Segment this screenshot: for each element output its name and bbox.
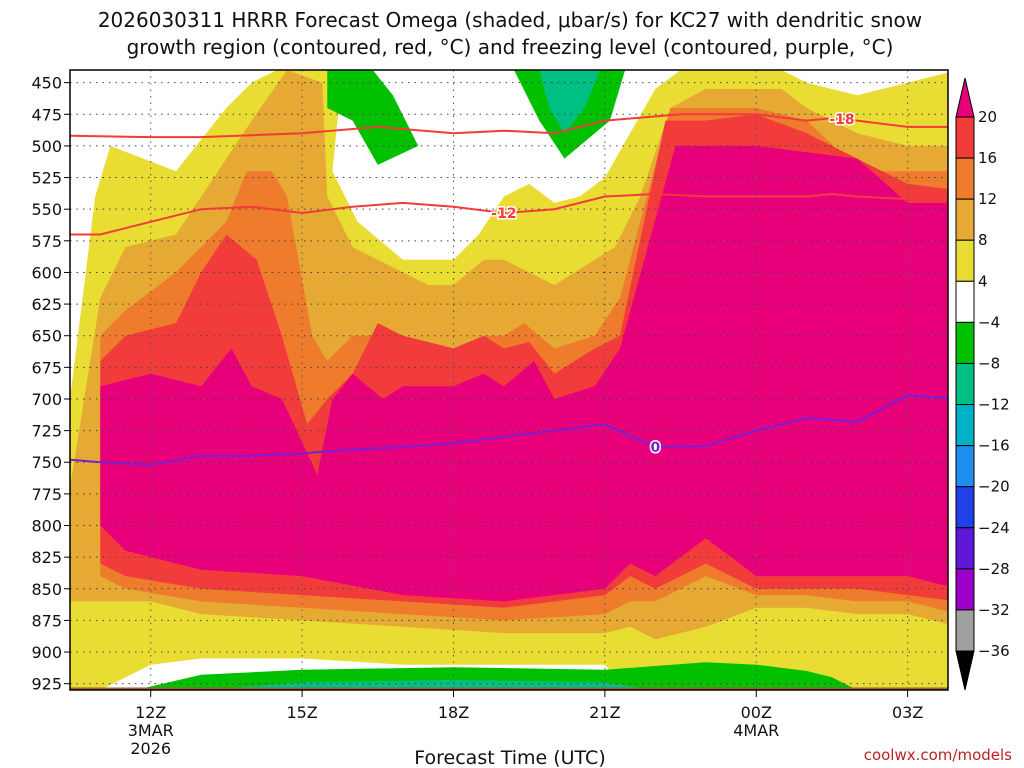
y-tick-label-650: 650 xyxy=(31,327,62,346)
colorbar-bottom-triangle xyxy=(955,650,975,691)
colorbar-label-4: 4 xyxy=(978,272,988,290)
colorbar-top-triangle xyxy=(955,77,975,118)
temperature-contours: -18 -12 0 xyxy=(70,111,948,466)
y-tick-label-550: 550 xyxy=(31,200,62,219)
y-tick-label-925: 925 xyxy=(31,675,62,694)
colorbar-segment-8 xyxy=(955,445,975,488)
x-tick-label-18Z: 18Z xyxy=(438,703,469,722)
x-tick-date-12Z: 3MAR xyxy=(128,721,174,740)
y-tick-label-575: 575 xyxy=(31,232,62,251)
y-tick-label-600: 600 xyxy=(31,263,62,282)
colorbar-label-10: −24 xyxy=(978,519,1010,537)
colorbar-label-1: 16 xyxy=(978,149,997,167)
contour-label-minus12: -12 xyxy=(491,206,516,222)
colorbar: 20 16 12 8 4 −4 −8 −12 −16 −20 −24 −28 −32 −36 xyxy=(955,77,1010,691)
y-tick-label-675: 675 xyxy=(31,358,62,377)
colorbar-segment-10 xyxy=(955,527,975,570)
y-tick-label-625: 625 xyxy=(31,295,62,314)
plot-frame xyxy=(69,69,949,691)
y-tick-label-525: 525 xyxy=(31,169,62,188)
x-tick-label-15Z: 15Z xyxy=(286,703,317,722)
x-tick-year-12Z: 2026 xyxy=(130,739,171,758)
contour-label-zero: 0 xyxy=(650,440,660,456)
chart-title-line-2: growth region (contoured, red, °C) and f… xyxy=(127,35,894,59)
y-tick-label-725: 725 xyxy=(31,422,62,441)
contour-label-minus18: -18 xyxy=(829,112,854,128)
y-tick-label-750: 750 xyxy=(31,453,62,472)
y-tick-label-900: 900 xyxy=(31,643,62,662)
colorbar-segment-5 xyxy=(955,321,975,364)
y-tick-label-700: 700 xyxy=(31,390,62,409)
colorbar-segment-9 xyxy=(955,486,975,529)
contour-minus18 xyxy=(70,113,948,139)
colorbar-label-8: −16 xyxy=(978,437,1010,455)
ground-layer xyxy=(70,687,948,690)
colorbar-segment-1 xyxy=(955,157,975,200)
colorbar-segment-7 xyxy=(955,404,975,447)
x-tick-date-00Z: 4MAR xyxy=(733,721,779,740)
credit-text: coolwx.com/models xyxy=(864,746,1012,764)
colorbar-segment-12 xyxy=(955,609,975,652)
y-tick-label-775: 775 xyxy=(31,485,62,504)
colorbar-label-2: 12 xyxy=(978,190,997,208)
colorbar-label-9: −20 xyxy=(978,478,1010,496)
chart-title-line-1: 2026030311 HRRR Forecast Omega (shaded, … xyxy=(98,8,922,32)
colorbar-label-13: −36 xyxy=(978,642,1010,660)
colorbar-label-11: −28 xyxy=(978,560,1010,578)
y-tick-label-825: 825 xyxy=(31,548,62,567)
y-tick-label-475: 475 xyxy=(31,105,62,124)
colorbar-segment-3 xyxy=(955,239,975,282)
colorbar-label-12: −32 xyxy=(978,601,1010,619)
negative-omega-region-0 xyxy=(327,70,419,165)
colorbar-segment-4 xyxy=(955,280,975,323)
colorbar-label-0: 20 xyxy=(978,108,997,126)
colorbar-label-5: −4 xyxy=(978,313,1000,331)
y-tick-label-450: 450 xyxy=(31,74,62,93)
x-axis-title: Forecast Time (UTC) xyxy=(414,747,605,768)
y-tick-label-800: 800 xyxy=(31,517,62,536)
y-tick-label-500: 500 xyxy=(31,137,62,156)
negative-omega-regions xyxy=(135,70,858,690)
contour-zero xyxy=(70,394,948,466)
y-axis: 450 475 500 525 550 575 600 625 650 675 700 725 750 7… xyxy=(31,74,70,694)
y-tick-label-875: 875 xyxy=(31,611,62,630)
colorbar-segment-6 xyxy=(955,362,975,406)
negative-omega-region-2 xyxy=(539,70,600,134)
plot-area: -18 -12 0 xyxy=(70,70,948,690)
colorbar-segment-2 xyxy=(955,198,975,241)
colorbar-label-6: −8 xyxy=(978,354,1000,372)
x-tick-label-00Z: 00Z xyxy=(741,703,772,722)
omega-band-20 xyxy=(100,145,948,602)
x-tick-label-21Z: 21Z xyxy=(589,703,620,722)
colorbar-label-7: −12 xyxy=(978,396,1010,414)
colorbar-segment-11 xyxy=(955,568,975,611)
colorbar-segment-0 xyxy=(955,116,975,159)
x-tick-label-12Z: 12Z xyxy=(135,703,166,722)
contour-minus12 xyxy=(70,192,948,236)
x-tick-label-03Z: 03Z xyxy=(892,703,923,722)
y-tick-label-850: 850 xyxy=(31,580,62,599)
colorbar-label-3: 8 xyxy=(978,231,988,249)
negative-omega-region-4 xyxy=(201,679,656,690)
